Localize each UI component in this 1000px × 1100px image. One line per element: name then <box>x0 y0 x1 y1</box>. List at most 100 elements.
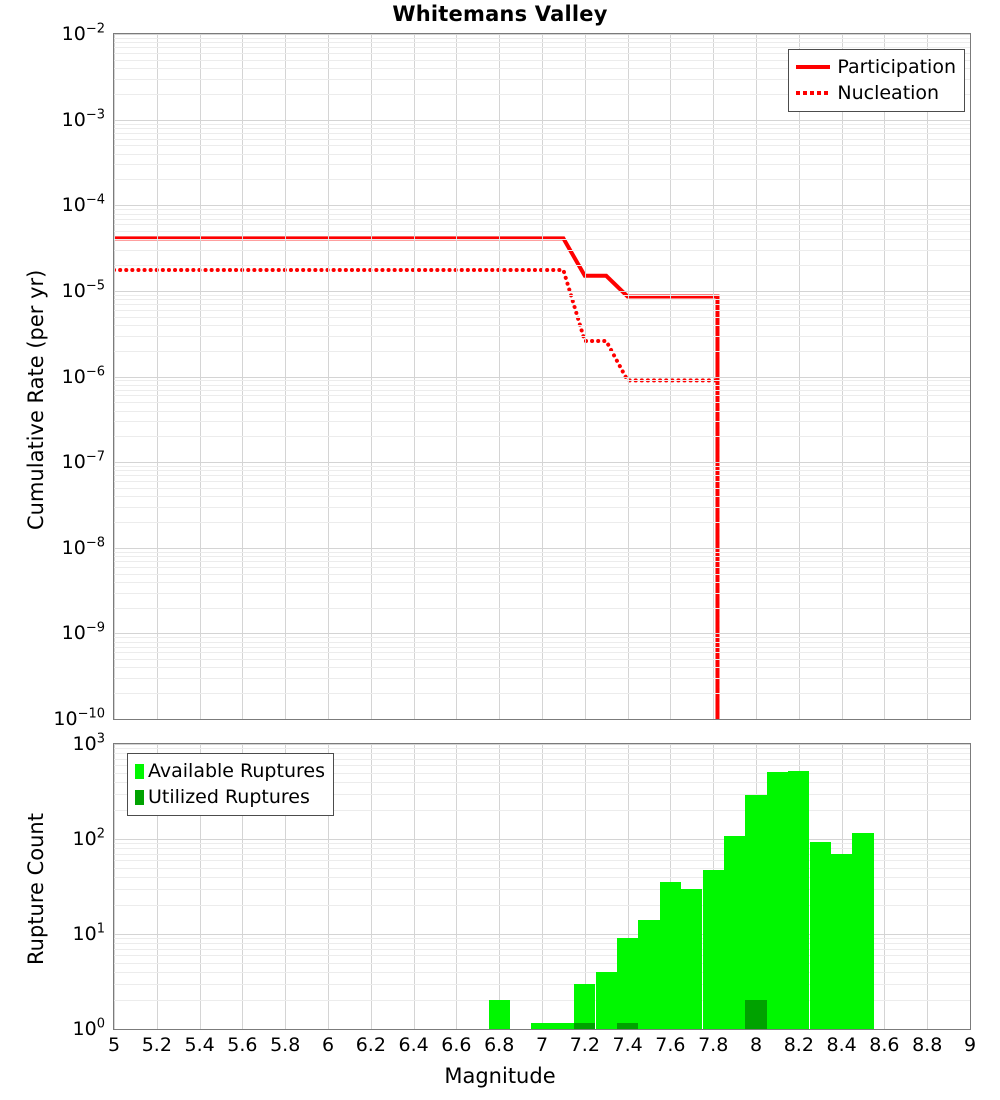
x-tick-label: 7.8 <box>698 1034 729 1056</box>
gridline-minor <box>114 42 970 44</box>
bar-segment-available <box>681 888 703 1029</box>
line-dotted-icon <box>796 91 831 95</box>
gridline-minor <box>114 667 970 669</box>
legend-item-nucleation[interactable]: Nucleation <box>796 80 956 106</box>
gridline-minor <box>114 748 970 750</box>
gridline-minor <box>114 506 970 508</box>
rupture-bar[interactable] <box>616 938 639 1029</box>
x-tick-label: 8.2 <box>783 1034 814 1056</box>
gridline-minor <box>114 93 970 95</box>
gridline-minor <box>114 765 970 767</box>
gridline-minor <box>114 561 970 562</box>
rupture-bar[interactable] <box>659 882 682 1029</box>
gridline-minor <box>114 250 970 252</box>
gridline-vertical <box>499 744 501 1029</box>
gridline-minor <box>114 659 970 661</box>
rupture-bar[interactable] <box>595 971 617 1029</box>
gridline-minor <box>114 607 970 609</box>
legend-item-available-ruptures[interactable]: Available Ruptures <box>135 758 325 784</box>
rupture-bar[interactable] <box>809 842 831 1029</box>
gridline-vertical <box>584 744 586 1029</box>
x-tick-label: 7.6 <box>655 1034 686 1056</box>
gridline-minor <box>114 402 970 404</box>
y-tick-label: 102 <box>72 826 105 850</box>
rupture-bar[interactable] <box>723 836 746 1029</box>
gridline-minor <box>114 239 970 241</box>
rupture-bar[interactable] <box>681 888 703 1029</box>
x-tick-label: 5.8 <box>270 1034 301 1056</box>
gridline-major <box>114 290 970 292</box>
gridline-minor <box>114 294 970 296</box>
gridline-major <box>114 119 970 121</box>
gridline-minor <box>114 867 970 869</box>
gridline-minor <box>114 581 970 583</box>
legend-label: Utilized Ruptures <box>148 786 310 808</box>
rupture-bar[interactable] <box>830 853 853 1029</box>
y-tick-label: 10−2 <box>61 21 105 45</box>
rupture-bar[interactable] <box>552 1023 575 1029</box>
gridline-vertical <box>927 744 929 1029</box>
gridline-vertical <box>413 744 415 1029</box>
rupture-bar[interactable] <box>488 1000 510 1029</box>
bar-segment-available <box>852 833 874 1029</box>
gridline-minor <box>114 127 970 129</box>
rupture-bar[interactable] <box>702 870 724 1029</box>
legend-label: Available Ruptures <box>148 760 325 782</box>
gridline-minor <box>114 888 970 890</box>
x-tick-label: 8.4 <box>826 1034 857 1056</box>
y-tick-label: 10−5 <box>61 278 105 302</box>
gridline-minor <box>114 652 970 654</box>
legend-item-participation[interactable]: Participation <box>796 54 956 80</box>
gridline-vertical <box>884 744 886 1029</box>
gridline-minor <box>114 943 970 945</box>
gridline-vertical <box>242 744 244 1029</box>
gridline-vertical <box>199 744 201 1029</box>
gridline-minor <box>114 905 970 907</box>
y-tick-label: 10−4 <box>61 192 105 217</box>
rupture-bar[interactable] <box>574 983 596 1029</box>
gridline-minor <box>114 218 970 220</box>
gridline-minor <box>114 853 970 855</box>
bar-segment-available <box>745 795 767 1029</box>
rupture-bar[interactable] <box>788 770 810 1029</box>
x-tick-label: 9 <box>963 1034 977 1056</box>
gridline-minor <box>114 521 970 523</box>
rupture-bar[interactable] <box>638 920 660 1029</box>
legend-item-utilized-ruptures[interactable]: Utilized Ruptures <box>135 784 325 810</box>
gridline-major <box>114 34 970 35</box>
gridline-minor <box>114 948 970 950</box>
gridline-minor <box>114 1000 970 1002</box>
gridline-minor <box>114 145 970 147</box>
gridline-major <box>114 839 970 840</box>
gridline-minor <box>114 213 970 215</box>
gridline-minor <box>114 860 970 862</box>
x-tick-label: 5.4 <box>184 1034 215 1056</box>
bar-segment-available <box>552 1023 575 1029</box>
legend-label: Participation <box>837 56 956 78</box>
gridline-minor <box>114 566 970 568</box>
y-tick-label: 10−8 <box>61 535 105 559</box>
x-tick-label: 6 <box>321 1034 335 1056</box>
gridline-minor <box>114 78 970 80</box>
bar-segment-available <box>488 1000 510 1029</box>
gridline-minor <box>114 641 970 643</box>
gridline-minor <box>114 962 970 964</box>
gridline-minor <box>114 132 970 134</box>
rupture-bar[interactable] <box>745 795 767 1029</box>
gridline-minor <box>114 810 970 812</box>
gridline-vertical <box>114 744 115 1029</box>
gridline-minor <box>114 153 970 155</box>
rupture-bar[interactable] <box>531 1023 553 1029</box>
y-tick-label: 10−6 <box>61 364 105 388</box>
gridline-minor <box>114 231 970 233</box>
bar-segment-available <box>638 920 660 1029</box>
bar-segment-available <box>809 842 831 1029</box>
gridline-minor <box>114 481 970 483</box>
rupture-bar[interactable] <box>766 771 789 1029</box>
gridline-minor <box>114 179 970 181</box>
gridline-minor <box>114 68 970 70</box>
rupture-bar[interactable] <box>852 833 874 1029</box>
bar-segment-available <box>766 771 789 1029</box>
gridline-minor <box>114 52 970 54</box>
